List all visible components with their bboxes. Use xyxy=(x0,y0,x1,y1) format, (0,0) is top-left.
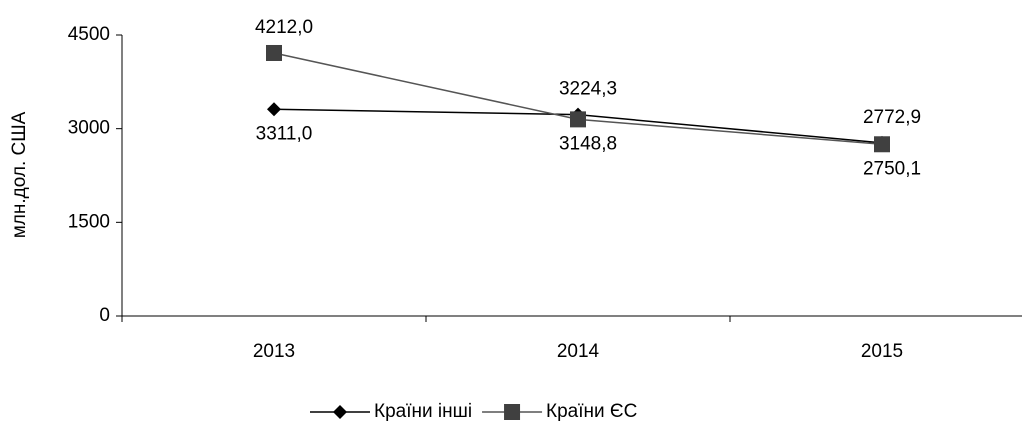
data-point xyxy=(570,111,586,128)
x-tick-label: 2013 xyxy=(253,341,295,362)
y-tick-label: 4500 xyxy=(68,24,110,45)
y-tick-label: 0 xyxy=(99,305,110,326)
data-label: 2772,9 xyxy=(863,107,921,128)
data-label: 4212,0 xyxy=(255,17,313,38)
x-tick-label: 2015 xyxy=(861,341,903,362)
data-point xyxy=(874,136,890,153)
y-tick-label: 1500 xyxy=(68,211,110,232)
legend-marker xyxy=(333,405,347,419)
y-tick-label: 3000 xyxy=(68,118,110,139)
data-point xyxy=(266,44,282,61)
y-axis-label: млн.дол. США xyxy=(9,111,30,238)
data-point xyxy=(267,102,281,117)
legend-label: Країни інші xyxy=(374,401,472,422)
x-tick-label: 2014 xyxy=(557,341,600,362)
data-label: 3224,3 xyxy=(559,79,617,100)
data-label: 3311,0 xyxy=(256,123,313,144)
data-label: 3148,8 xyxy=(559,133,617,154)
legend-label: Країни ЄС xyxy=(546,401,637,422)
data-label: 2750,1 xyxy=(863,158,921,179)
legend-marker xyxy=(504,404,521,420)
